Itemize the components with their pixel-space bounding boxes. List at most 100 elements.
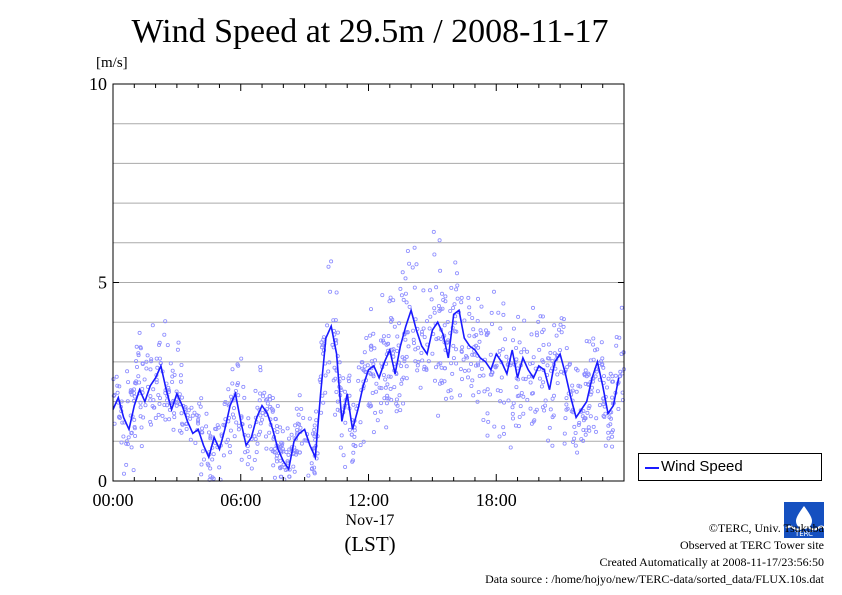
scatter-point <box>232 434 237 439</box>
scatter-point <box>535 333 540 338</box>
scatter-point <box>268 404 273 409</box>
scatter-point <box>504 354 509 359</box>
scatter-point <box>610 428 615 433</box>
scatter-point <box>385 393 390 398</box>
scatter-point <box>570 388 575 393</box>
scatter-point <box>460 345 465 350</box>
scatter-point <box>262 390 267 395</box>
scatter-point <box>374 381 379 386</box>
scatter-point <box>403 276 408 281</box>
scatter-point <box>421 326 426 331</box>
scatter-point <box>415 368 420 373</box>
scatter-point <box>455 296 460 301</box>
scatter-point <box>335 330 340 335</box>
scatter-point <box>269 447 274 452</box>
scatter-point <box>395 334 400 339</box>
credits-created: Created Automatically at 2008-11-17/23:5… <box>599 555 824 569</box>
scatter-point <box>451 305 456 310</box>
scatter-point <box>586 371 591 376</box>
scatter-point <box>386 333 391 338</box>
scatter-point <box>431 229 436 234</box>
scatter-point <box>179 362 184 367</box>
scatter-point <box>534 330 539 335</box>
scatter-point <box>294 452 299 457</box>
scatter-point <box>421 288 426 293</box>
scatter-point <box>312 427 317 432</box>
scatter-point <box>134 344 139 349</box>
scatter-point <box>391 298 396 303</box>
scatter-point <box>558 348 563 353</box>
scatter-point <box>477 339 482 344</box>
scatter-point <box>265 401 270 406</box>
scatter-point <box>119 440 124 445</box>
scatter-point <box>255 441 260 446</box>
scatter-point <box>467 333 472 338</box>
scatter-point <box>245 449 250 454</box>
scatter-point <box>550 358 555 363</box>
scatter-point <box>136 353 141 358</box>
scatter-point <box>451 343 456 348</box>
scatter-point <box>470 378 475 383</box>
scatter-point <box>196 417 201 422</box>
scatter-point <box>351 450 356 455</box>
scatter-point <box>526 374 531 379</box>
scatter-point <box>591 336 596 341</box>
scatter-point <box>356 378 361 383</box>
scatter-point <box>211 476 216 481</box>
scatter-point <box>414 262 419 267</box>
scatter-point <box>267 397 272 402</box>
scatter-point <box>530 391 535 396</box>
scatter-point <box>179 421 184 426</box>
scatter-point <box>136 374 141 379</box>
scatter-point <box>479 331 484 336</box>
scatter-point <box>562 441 567 446</box>
scatter-point <box>332 365 337 370</box>
scatter-point <box>398 408 403 413</box>
scatter-point <box>291 464 296 469</box>
scatter-point <box>343 464 348 469</box>
scatter-point <box>459 295 464 300</box>
scatter-point <box>359 360 364 365</box>
scatter-point <box>600 356 605 361</box>
scatter-point <box>280 447 285 452</box>
scatter-point <box>177 392 182 397</box>
scatter-point <box>139 444 144 449</box>
scatter-point <box>149 359 154 364</box>
scatter-point <box>452 302 457 307</box>
scatter-point <box>365 363 370 368</box>
scatter-point <box>416 359 421 364</box>
scatter-point <box>397 393 402 398</box>
scatter-point <box>449 361 454 366</box>
scatter-point <box>443 396 448 401</box>
scatter-point <box>349 432 354 437</box>
wind-speed-line <box>112 307 620 472</box>
scatter-point <box>501 400 506 405</box>
scatter-point <box>403 291 408 296</box>
scatter-point <box>475 361 480 366</box>
scatter-point <box>498 399 503 404</box>
scatter-point <box>489 370 494 375</box>
credits-site: Observed at TERC Tower site <box>679 538 824 552</box>
scatter-point <box>517 414 522 419</box>
scatter-point <box>253 388 258 393</box>
scatter-point <box>503 337 508 342</box>
scatter-point <box>529 332 534 337</box>
scatter-point <box>184 426 189 431</box>
scatter-point <box>249 466 254 471</box>
scatter-point <box>120 420 125 425</box>
scatter-point <box>235 381 240 386</box>
scatter-point <box>473 363 478 368</box>
scatter-point <box>114 374 119 379</box>
scatter-point <box>453 260 458 265</box>
scatter-point <box>381 373 386 378</box>
scatter-point <box>117 384 122 389</box>
scatter-point <box>564 396 569 401</box>
scatter-point <box>531 305 536 310</box>
scatter-point <box>436 303 441 308</box>
scatter-point <box>603 411 608 416</box>
scatter-point <box>543 398 548 403</box>
scatter-point <box>217 465 222 470</box>
scatter-point <box>183 405 188 410</box>
scatter-point <box>258 429 263 434</box>
